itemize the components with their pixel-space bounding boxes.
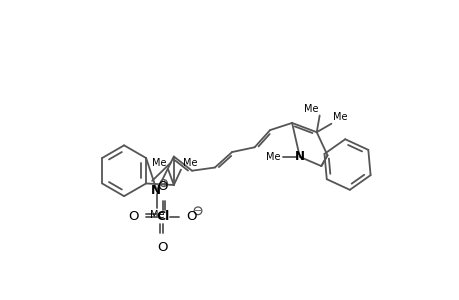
Text: Me: Me <box>303 104 318 114</box>
Text: O: O <box>186 211 196 224</box>
Text: Me: Me <box>265 152 280 162</box>
Text: −: − <box>194 206 202 216</box>
Text: N: N <box>151 184 161 197</box>
Text: Cl: Cl <box>156 211 169 224</box>
Text: +: + <box>160 178 167 188</box>
Text: Me: Me <box>332 112 347 122</box>
Text: O: O <box>157 180 168 193</box>
Text: Me: Me <box>182 158 196 168</box>
Text: O: O <box>157 241 168 254</box>
Text: N: N <box>294 150 304 163</box>
Text: Me: Me <box>151 158 166 167</box>
Text: O: O <box>128 211 139 224</box>
Text: Me: Me <box>149 210 164 220</box>
